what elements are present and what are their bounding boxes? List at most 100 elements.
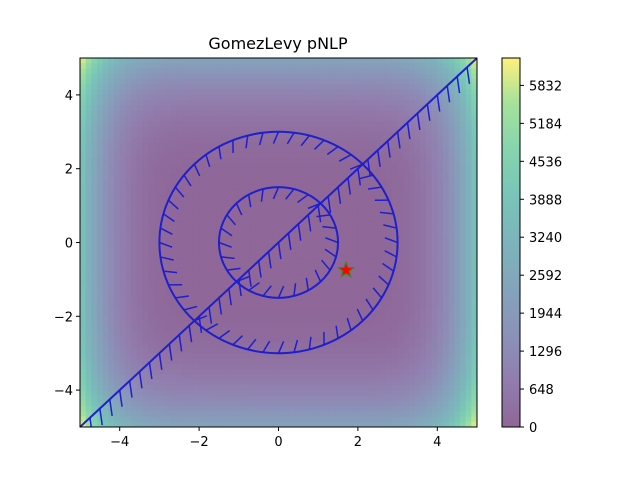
heatmap-cell <box>227 326 234 333</box>
heatmap-cell <box>165 247 172 254</box>
heatmap-cell <box>312 395 319 402</box>
heatmap-cell <box>250 158 257 165</box>
heatmap-cell <box>216 126 223 133</box>
heatmap-cell <box>465 168 472 175</box>
heatmap-cell <box>114 253 121 259</box>
heatmap-cell <box>97 421 104 427</box>
heatmap-cell <box>233 384 240 391</box>
heatmap-cell <box>233 58 240 64</box>
heatmap-cell <box>442 94 450 101</box>
heatmap-cell <box>272 237 280 244</box>
heatmap-cell <box>148 126 155 133</box>
heatmap-cell <box>425 358 433 365</box>
heatmap-cell <box>227 221 234 228</box>
heatmap-cell <box>148 168 155 175</box>
heatmap-cell <box>408 416 416 423</box>
heatmap-cell <box>221 94 229 101</box>
heatmap-cell <box>318 105 325 112</box>
heatmap-cell <box>136 237 143 244</box>
heatmap-cell <box>114 379 121 386</box>
heatmap-cell <box>329 300 336 307</box>
heatmap-cell <box>153 152 160 159</box>
heatmap-cell <box>352 158 359 165</box>
heatmap-cell <box>403 258 410 265</box>
heatmap-cell <box>408 126 416 133</box>
heatmap-cell <box>397 369 404 375</box>
heatmap-cell <box>102 210 109 217</box>
heatmap-cell <box>131 68 138 75</box>
heatmap-cell <box>91 163 98 170</box>
constraint-hatch <box>335 325 339 339</box>
heatmap-cell <box>244 416 251 423</box>
heatmap-cell <box>91 68 98 75</box>
heatmap-cell <box>114 405 121 412</box>
heatmap-cell <box>97 205 104 212</box>
heatmap-cell <box>182 242 189 249</box>
heatmap-cell <box>318 231 325 238</box>
heatmap-cell <box>471 379 477 386</box>
heatmap-cell <box>397 216 404 223</box>
heatmap-cell <box>199 353 206 360</box>
heatmap-cell <box>374 210 382 217</box>
heatmap-cell <box>165 316 172 323</box>
heatmap-cell <box>459 405 467 412</box>
heatmap-cell <box>471 300 477 307</box>
heatmap-cell <box>391 268 399 275</box>
heatmap-cell <box>391 279 399 286</box>
heatmap-cell <box>403 253 410 259</box>
constraint-hatch <box>384 250 397 258</box>
heatmap-cell <box>119 274 126 280</box>
heatmap-cell <box>454 321 461 328</box>
heatmap-cell <box>352 73 359 80</box>
heatmap-cell <box>114 89 121 96</box>
heatmap-cell <box>131 347 138 354</box>
heatmap-cell <box>244 337 251 344</box>
heatmap-cell <box>459 73 467 80</box>
heatmap-cell <box>85 347 92 354</box>
heatmap-cell <box>465 115 472 122</box>
heatmap-cell <box>391 121 399 128</box>
heatmap-cell <box>312 200 319 207</box>
heatmap-cell <box>114 205 121 212</box>
heatmap-cell <box>119 152 126 159</box>
heatmap-cell <box>210 395 217 402</box>
heatmap-cell <box>176 168 183 175</box>
heatmap-cell <box>97 326 104 333</box>
heatmap-cell <box>153 295 160 302</box>
heatmap-cell <box>142 231 149 238</box>
heatmap-cell <box>238 131 246 138</box>
heatmap-cell <box>437 279 444 286</box>
heatmap-cell <box>391 152 399 159</box>
heatmap-cell <box>80 210 87 217</box>
heatmap-cell <box>204 189 212 196</box>
heatmap-cell <box>119 363 126 370</box>
heatmap-cell <box>210 231 217 238</box>
heatmap-cell <box>193 289 200 296</box>
heatmap-cell <box>187 221 195 228</box>
heatmap-cell <box>261 63 268 70</box>
heatmap-cell <box>238 347 246 354</box>
heatmap-cell <box>102 421 109 427</box>
heatmap-cell <box>91 205 98 212</box>
heatmap-cell <box>471 332 477 338</box>
heatmap-cell <box>380 100 387 107</box>
heatmap-cell <box>391 390 399 396</box>
heatmap-cell <box>233 189 240 196</box>
heatmap-cell <box>414 289 421 296</box>
heatmap-cell <box>193 147 200 154</box>
heatmap-cell <box>148 332 155 338</box>
heatmap-cell <box>233 221 240 228</box>
heatmap-cell <box>91 289 98 296</box>
heatmap-cell <box>170 400 178 407</box>
heatmap-cell <box>448 68 455 75</box>
heatmap-cell <box>363 347 370 354</box>
heatmap-cell <box>459 321 467 328</box>
heatmap-cell <box>391 110 399 117</box>
heatmap-cell <box>363 163 370 170</box>
heatmap-cell <box>448 231 455 238</box>
heatmap-cell <box>465 221 472 228</box>
heatmap-cell <box>272 332 280 338</box>
heatmap-cell <box>278 337 285 344</box>
heatmap-cell <box>261 94 268 101</box>
heatmap-cell <box>471 73 477 80</box>
